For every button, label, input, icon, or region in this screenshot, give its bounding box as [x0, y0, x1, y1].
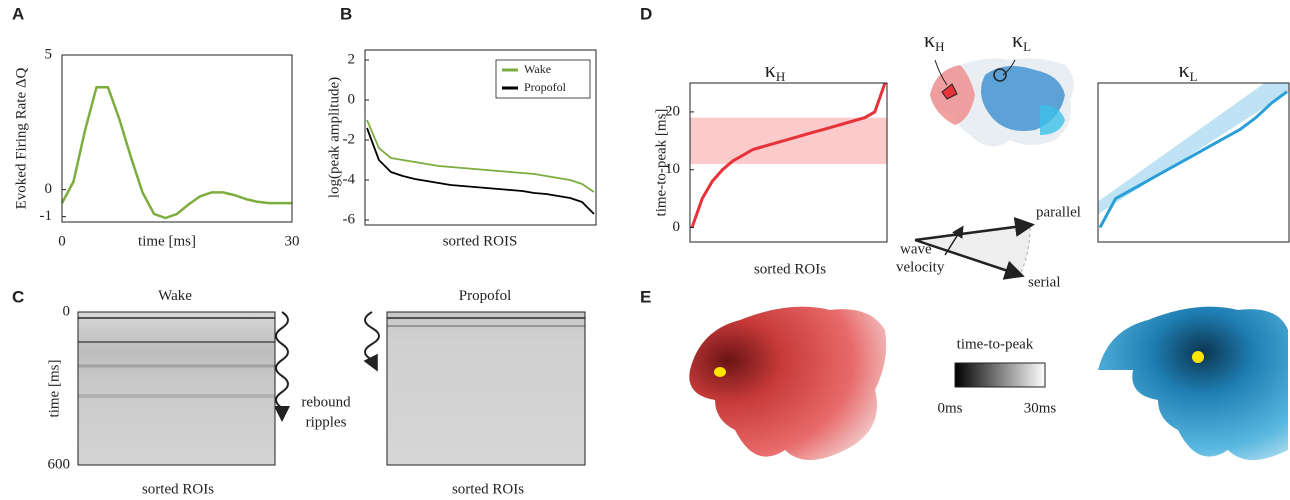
x-tick-label: 30	[285, 233, 300, 249]
map-marker	[1192, 351, 1204, 363]
plot-frame	[77, 311, 276, 466]
y-axis-label: log(peak amplitude)	[326, 77, 342, 198]
y-tick-label: 0	[63, 303, 71, 319]
x-axis-label: time [ms]	[138, 233, 196, 249]
line	[366, 119, 595, 193]
chart: sorted ROIs Propofol	[386, 288, 586, 497]
y-tick-label: -2	[343, 131, 356, 147]
map-marker	[993, 68, 1007, 82]
line	[690, 82, 887, 228]
map-label: κH	[924, 27, 944, 54]
panel-letter: C	[12, 287, 24, 306]
map-label-sub: H	[935, 39, 944, 54]
y-tick-label: 0	[45, 181, 53, 197]
pointer	[1002, 59, 1016, 76]
brain-map	[1098, 306, 1288, 460]
map-region	[1040, 105, 1065, 135]
plot-frame	[1097, 82, 1290, 243]
diagram-label: serial	[1028, 274, 1060, 290]
y-tick-label: 5	[45, 46, 53, 62]
y-tick-label: 0	[673, 219, 681, 235]
y-tick-label: 20	[665, 103, 680, 119]
chart-title: κL	[1178, 57, 1197, 84]
ripple-arrow	[274, 311, 290, 422]
map-label-k: κ	[924, 27, 935, 52]
line	[60, 86, 292, 220]
diagram-label: velocity	[896, 259, 945, 275]
plot-frame	[61, 54, 293, 223]
diagram-label: parallel	[1036, 204, 1081, 220]
y-tick-label: 0	[348, 91, 356, 107]
y-tick-label: -1	[40, 208, 53, 224]
y-tick-label: 2	[348, 51, 356, 67]
panel-letter: B	[340, 4, 352, 23]
brain-map	[689, 306, 887, 460]
line	[1098, 90, 1288, 229]
annotation: rebound	[301, 394, 351, 410]
arrow	[944, 225, 964, 256]
x-axis-label: sorted ROIs	[142, 481, 214, 497]
ripple-arrow	[363, 311, 380, 372]
arrow	[914, 217, 1035, 242]
line	[366, 127, 595, 215]
annotation: ripples	[306, 414, 347, 430]
plot-frame	[386, 311, 586, 466]
colorbar-label: 30ms	[1024, 400, 1057, 416]
colorbar-label: 0ms	[937, 400, 962, 416]
colorbar	[954, 362, 1046, 388]
x-axis-label: sorted ROIS	[443, 233, 518, 249]
pointer	[934, 59, 948, 86]
chart-title: Wake	[158, 288, 192, 304]
arrow	[914, 238, 1025, 280]
map-label: κL	[1012, 27, 1031, 54]
y-axis-label: time [ms]	[46, 360, 62, 418]
title-text: Wake	[158, 288, 192, 304]
heatmap	[78, 312, 275, 465]
plot-frame	[364, 49, 597, 226]
map-marker	[941, 83, 958, 100]
panel-letter: E	[640, 287, 651, 306]
legend-label: Propofol	[524, 80, 567, 94]
chart: κL	[1097, 57, 1290, 243]
map-label-k: κ	[1012, 27, 1023, 52]
y-axis-label: Evoked Firing Rate ΔQ	[13, 67, 29, 209]
chart-title: κH	[765, 57, 785, 84]
x-axis-label: sorted ROIs	[452, 481, 524, 497]
legend-label: Wake	[524, 62, 551, 76]
diagram-label: wave	[900, 241, 932, 257]
x-axis-label: sorted ROIs	[754, 261, 826, 277]
title-text: Propofol	[459, 288, 512, 304]
title-text: κ	[765, 57, 776, 82]
y-tick-label: -4	[343, 171, 356, 187]
panel-letter: A	[12, 4, 24, 23]
title-text: κ	[1178, 57, 1189, 82]
legend	[495, 59, 591, 99]
plot-frame	[689, 82, 888, 243]
title-sub: H	[776, 69, 785, 84]
chart-title: Propofol	[459, 288, 512, 304]
heatmap	[387, 312, 585, 465]
colorbar-title: time-to-peak	[957, 336, 1034, 352]
y-tick-label: 10	[665, 161, 680, 177]
y-axis-label: time-to-peak [ms]	[653, 109, 669, 217]
y-tick-label: -6	[343, 211, 356, 227]
title-sub: L	[1190, 69, 1198, 84]
map-marker	[714, 367, 726, 377]
x-tick-label: 0	[58, 233, 66, 249]
map-label-sub: L	[1023, 39, 1031, 54]
panel-letter: D	[640, 4, 652, 23]
y-tick-label: 600	[48, 456, 71, 472]
